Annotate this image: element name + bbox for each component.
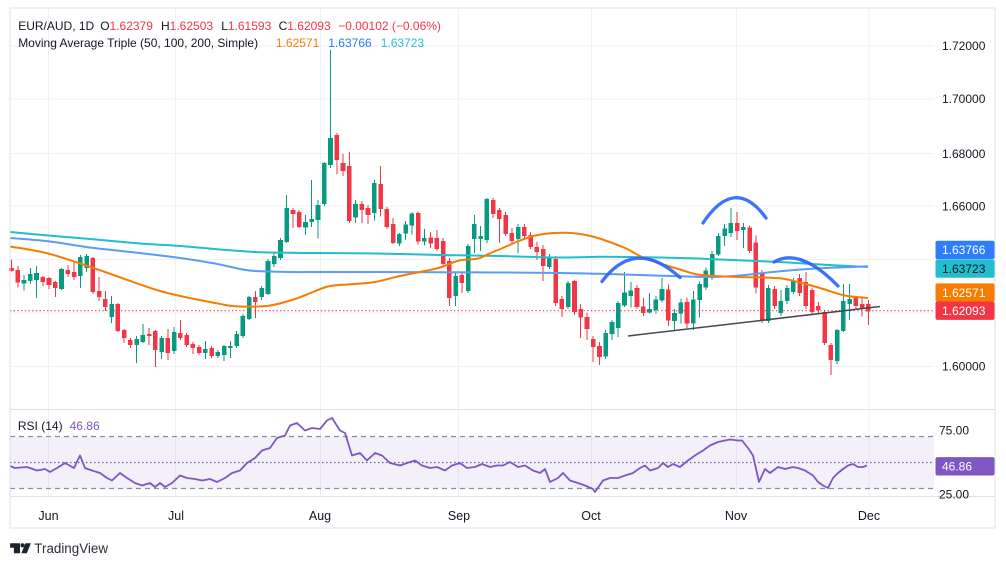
- svg-text:1.60000: 1.60000: [942, 360, 986, 374]
- svg-text:Nov: Nov: [725, 509, 748, 523]
- svg-text:Oct: Oct: [581, 509, 601, 523]
- svg-text:1.68000: 1.68000: [942, 147, 986, 161]
- svg-text:1.70000: 1.70000: [942, 92, 986, 106]
- svg-text:Jun: Jun: [38, 509, 58, 523]
- svg-text:1.63723: 1.63723: [942, 262, 986, 276]
- svg-text:Aug: Aug: [309, 509, 331, 523]
- svg-text:25.00: 25.00: [939, 488, 969, 502]
- svg-text:Sep: Sep: [448, 509, 470, 523]
- svg-text:Moving Average Triple (50, 100: Moving Average Triple (50, 100, 200, Sim…: [18, 36, 424, 50]
- svg-text:1.62571: 1.62571: [942, 286, 986, 300]
- svg-text:RSI (14)46.86: RSI (14) 46.86: [18, 419, 100, 433]
- svg-text:46.86: 46.86: [942, 460, 972, 474]
- svg-text:Dec: Dec: [858, 509, 880, 523]
- svg-text:1.72000: 1.72000: [942, 39, 986, 53]
- svg-text:1.66000: 1.66000: [942, 199, 986, 213]
- svg-text:Jul: Jul: [168, 509, 184, 523]
- svg-text:1.62093: 1.62093: [942, 304, 986, 318]
- svg-text:1.63766: 1.63766: [942, 243, 986, 257]
- svg-text:75.00: 75.00: [939, 423, 969, 437]
- svg-text:TradingView: TradingView: [34, 541, 108, 556]
